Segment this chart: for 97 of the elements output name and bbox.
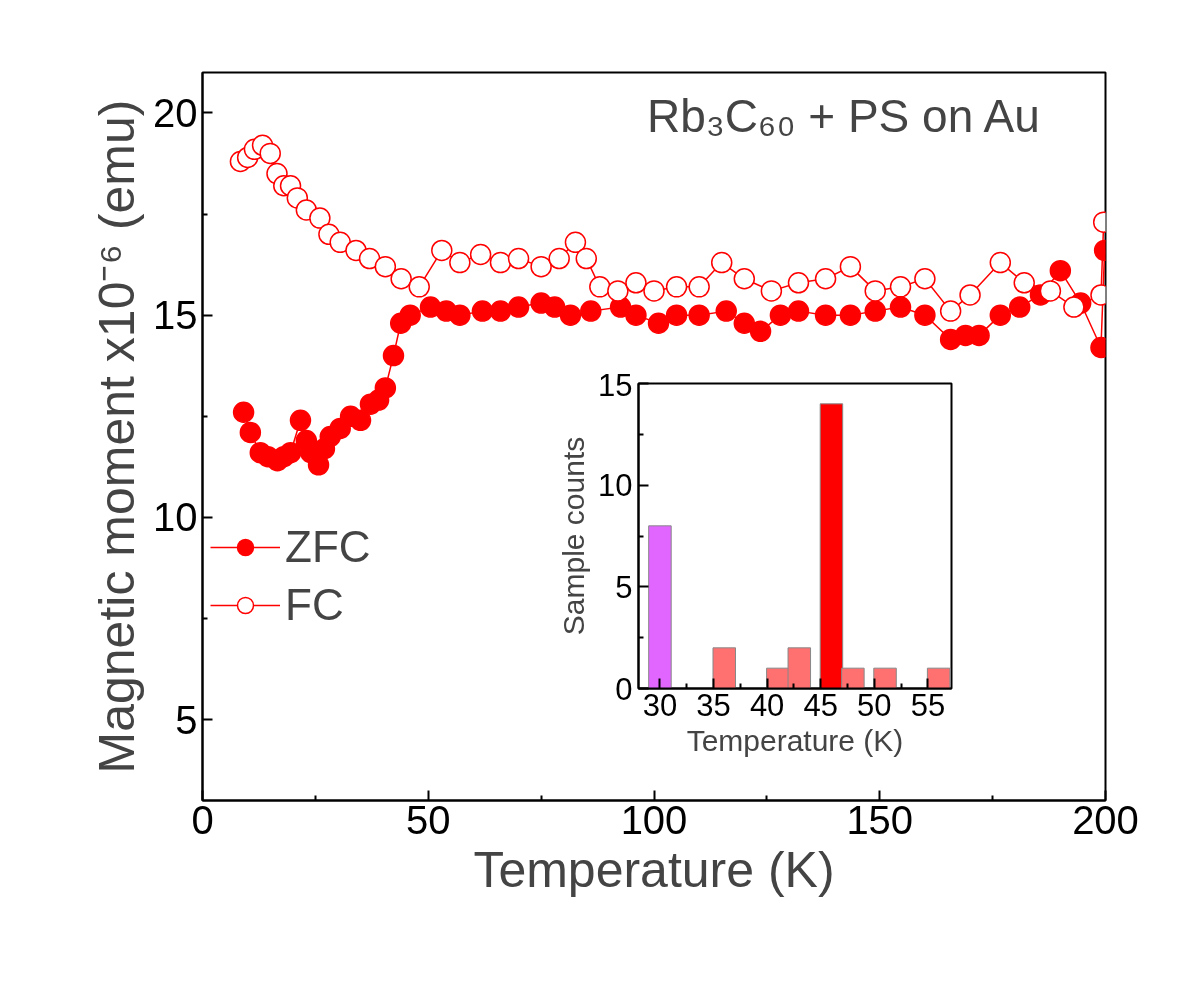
x-tick-label: 30	[642, 687, 678, 723]
point	[1039, 280, 1062, 302]
point	[1013, 272, 1035, 294]
x-tick-label: 100	[620, 797, 688, 842]
point	[749, 320, 772, 343]
point	[349, 409, 372, 432]
point	[989, 251, 1012, 274]
point	[575, 247, 598, 270]
point	[814, 268, 837, 290]
y-tick-label: 5	[615, 569, 633, 605]
point	[449, 251, 471, 274]
point	[643, 280, 665, 302]
x-axis-title: Temperature (K)	[473, 841, 835, 898]
point	[787, 272, 810, 294]
point	[469, 243, 492, 266]
point	[889, 296, 912, 318]
point	[329, 231, 351, 254]
point	[625, 304, 647, 326]
point	[507, 247, 530, 270]
point	[864, 280, 886, 302]
point	[688, 304, 710, 326]
legend-label: ZFC	[285, 522, 371, 572]
x-tick-label: 200	[1072, 797, 1139, 842]
y-axis-title: Magnetic moment x10⁻⁶ (emu)	[89, 99, 146, 774]
point	[259, 142, 281, 165]
point	[489, 251, 512, 274]
point	[647, 312, 670, 334]
x-tick-label: 35	[696, 687, 731, 723]
point	[839, 255, 862, 278]
point	[733, 312, 756, 334]
point	[374, 255, 397, 278]
point	[564, 231, 587, 254]
point	[449, 304, 471, 326]
x-tick-label: 45	[803, 687, 838, 723]
point	[358, 247, 381, 270]
point	[710, 251, 733, 274]
bar	[648, 525, 672, 689]
point	[989, 304, 1012, 326]
y-tick-label: 10	[153, 495, 198, 540]
point	[914, 268, 936, 290]
point	[507, 296, 530, 318]
point	[760, 280, 783, 302]
point	[959, 284, 981, 306]
point	[580, 300, 602, 322]
bar	[712, 647, 737, 689]
point	[589, 276, 611, 298]
point	[814, 304, 837, 326]
point	[889, 276, 912, 298]
point	[559, 304, 582, 326]
point	[787, 300, 810, 322]
point	[688, 276, 710, 298]
point	[239, 421, 262, 444]
point	[390, 268, 412, 290]
point	[543, 296, 566, 318]
point	[665, 276, 688, 298]
point	[625, 272, 647, 294]
y-tick-label: 15	[598, 367, 633, 403]
point	[733, 268, 756, 290]
y-tick-label: 5	[175, 697, 198, 742]
y-tick-label: 20	[153, 90, 198, 135]
x-tick-label: 150	[846, 797, 914, 842]
point	[939, 300, 962, 322]
point	[1063, 296, 1085, 318]
point	[399, 304, 421, 326]
point	[471, 300, 494, 322]
point	[279, 441, 302, 464]
x-axis-title: Temperature (K)	[686, 723, 904, 757]
point	[309, 207, 331, 229]
point	[530, 255, 552, 278]
point	[374, 377, 397, 399]
point	[489, 300, 512, 322]
point	[839, 304, 862, 326]
y-axis-title: Sample counts	[557, 436, 591, 636]
point	[715, 300, 737, 322]
point	[548, 247, 570, 270]
point	[1049, 259, 1072, 282]
x-tick-label: 50	[406, 797, 451, 842]
legend-label: FC	[285, 580, 344, 630]
point	[232, 401, 255, 423]
point	[382, 344, 405, 367]
point	[864, 300, 886, 322]
y-tick-label: 15	[153, 293, 198, 338]
bar	[873, 667, 897, 689]
point	[769, 304, 792, 326]
y-tick-label: 10	[598, 468, 633, 504]
x-tick-label: 55	[910, 687, 946, 723]
annotation: Rb₃C₆₀ + PS on Au	[647, 90, 1040, 143]
point	[408, 276, 430, 298]
point	[431, 239, 453, 262]
point	[665, 304, 688, 326]
bar	[926, 667, 951, 689]
point	[914, 304, 936, 326]
x-tick-label: 40	[749, 687, 785, 723]
point	[607, 280, 629, 302]
point	[1008, 296, 1031, 318]
point	[289, 409, 312, 432]
x-tick-label: 50	[857, 687, 892, 723]
